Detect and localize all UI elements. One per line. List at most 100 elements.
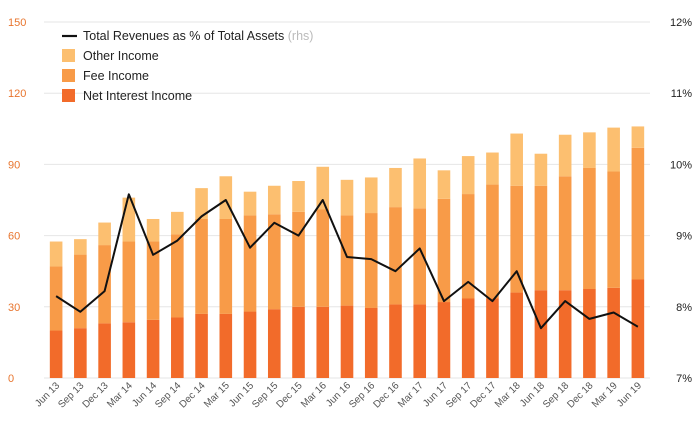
- bar-fee-income: [267, 214, 281, 310]
- bar-other-income: [413, 158, 427, 209]
- bar-fee-income: [631, 147, 645, 280]
- bar-fee-income: [146, 241, 160, 320]
- bar-other-income: [364, 177, 378, 214]
- bar-other-income: [437, 170, 451, 199]
- y-tick-label: 30: [8, 302, 20, 314]
- bar-net-interest-income: [461, 298, 475, 378]
- bar-fee-income: [461, 194, 475, 299]
- bar-other-income: [146, 218, 160, 242]
- y-tick-label: 60: [8, 231, 20, 243]
- bar-net-interest-income: [607, 287, 620, 378]
- bar-net-interest-income: [340, 305, 354, 378]
- bar-fee-income: [171, 234, 184, 318]
- bars: [49, 126, 645, 378]
- bar-other-income: [486, 152, 499, 185]
- bar-fee-income: [486, 184, 499, 299]
- right-axis: 7% 8% 9% 10% 11% 12%: [670, 17, 692, 385]
- bar-fee-income: [534, 185, 548, 291]
- line-total-revenues: [55, 193, 639, 330]
- bar-net-interest-income: [98, 323, 111, 378]
- bar-other-income: [267, 185, 281, 215]
- x-tick-label: Sep 15: [250, 380, 280, 410]
- x-tick-label: Dec 15: [274, 380, 304, 410]
- x-tick-label: Mar 15: [202, 380, 232, 410]
- bar-net-interest-income: [219, 313, 233, 378]
- bar-fee-income: [340, 215, 354, 306]
- x-tick-label: Sep 13: [56, 380, 86, 410]
- bar-other-income: [534, 153, 548, 186]
- bar-fee-income: [316, 209, 330, 307]
- bar-fee-income: [74, 254, 87, 329]
- bar-fee-income: [98, 245, 111, 324]
- bar-net-interest-income: [316, 306, 330, 378]
- revenue-line: [55, 193, 639, 330]
- left-axis: 0 30 60 90 120 150: [8, 17, 26, 385]
- x-tick-label: Sep 18: [541, 380, 571, 410]
- bar-net-interest-income: [558, 290, 572, 378]
- legend-label-fee-income: Fee Income: [83, 69, 149, 83]
- bar-fee-income: [219, 218, 233, 314]
- bar-other-income: [243, 191, 257, 216]
- bar-other-income: [510, 133, 523, 186]
- bar-other-income: [607, 127, 620, 172]
- y2-tick-label: 8%: [676, 302, 692, 314]
- bar-net-interest-income: [510, 292, 523, 378]
- bar-net-interest-income: [437, 302, 451, 378]
- bar-fee-income: [292, 211, 305, 307]
- bar-other-income: [219, 176, 233, 219]
- bar-other-income: [195, 188, 208, 219]
- bar-net-interest-income: [267, 309, 281, 378]
- x-tick-label: Dec 16: [371, 380, 401, 410]
- x-tick-label: Mar 18: [493, 380, 523, 410]
- legend-swatch-fee-income: [62, 69, 75, 82]
- y-tick-label: 150: [8, 17, 26, 29]
- x-tick-label: Dec 14: [177, 380, 207, 410]
- bar-net-interest-income: [74, 328, 87, 378]
- bar-fee-income: [122, 241, 136, 323]
- bar-other-income: [98, 222, 111, 246]
- bar-other-income: [316, 166, 330, 210]
- bar-other-income: [292, 181, 305, 212]
- x-tick-label: Dec 18: [565, 380, 595, 410]
- bar-fee-income: [510, 185, 523, 293]
- x-tick-label: Dec 17: [468, 380, 498, 410]
- y2-tick-label: 9%: [676, 231, 692, 243]
- bar-fee-income: [413, 208, 427, 305]
- bar-net-interest-income: [49, 330, 63, 378]
- legend-line-name: Total Revenues as % of Total Assets: [83, 29, 284, 43]
- bar-other-income: [631, 126, 645, 148]
- bar-other-income: [461, 156, 475, 195]
- bar-net-interest-income: [631, 279, 645, 378]
- legend: Total Revenues as % of Total Assets (rhs…: [62, 29, 313, 103]
- bar-net-interest-income: [364, 307, 378, 378]
- legend-swatch-net-interest-income: [62, 89, 75, 102]
- bar-net-interest-income: [195, 313, 208, 378]
- legend-label-other-income: Other Income: [83, 49, 159, 63]
- x-tick-label: Mar 16: [299, 380, 329, 410]
- x-tick-label: Dec 13: [81, 380, 111, 410]
- x-tick-label: Mar 17: [396, 380, 426, 410]
- legend-line-note: (rhs): [288, 29, 314, 43]
- bar-net-interest-income: [292, 306, 305, 378]
- bar-other-income: [74, 239, 87, 255]
- bar-other-income: [49, 241, 63, 267]
- bar-other-income: [583, 132, 596, 168]
- bar-fee-income: [607, 171, 620, 288]
- bar-fee-income: [195, 218, 208, 314]
- legend-line-label: Total Revenues as % of Total Assets (rhs…: [83, 29, 313, 43]
- bar-fee-income: [558, 176, 572, 291]
- y2-tick-label: 11%: [671, 88, 692, 100]
- bar-net-interest-income: [243, 311, 257, 378]
- x-tick-label: Sep 14: [153, 380, 183, 410]
- bar-net-interest-income: [389, 304, 402, 378]
- bar-fee-income: [437, 198, 451, 303]
- bar-fee-income: [49, 266, 63, 331]
- y-tick-label: 120: [8, 88, 26, 100]
- y2-tick-label: 10%: [670, 159, 692, 171]
- bar-net-interest-income: [146, 319, 160, 378]
- y2-tick-label: 12%: [670, 17, 692, 29]
- y-tick-label: 0: [8, 373, 14, 385]
- bar-net-interest-income: [534, 290, 548, 378]
- bar-net-interest-income: [122, 322, 136, 378]
